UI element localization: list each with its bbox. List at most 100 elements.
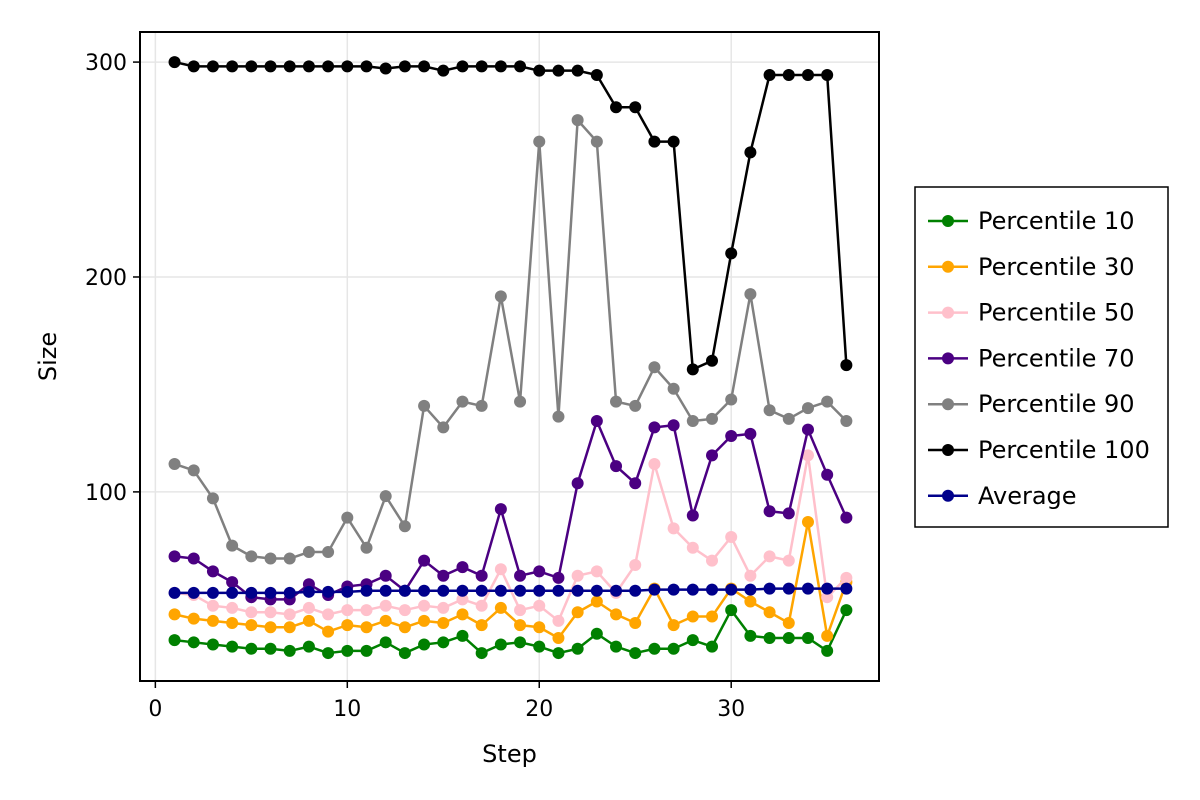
- data-point: [418, 599, 431, 612]
- data-point: [494, 584, 507, 597]
- data-point: [648, 135, 661, 148]
- data-point: [744, 146, 757, 159]
- data-point: [341, 619, 354, 632]
- data-point: [437, 64, 450, 77]
- data-point: [302, 585, 315, 598]
- data-point: [590, 565, 603, 578]
- data-point: [590, 627, 603, 640]
- data-point: [514, 60, 527, 73]
- data-point: [302, 60, 315, 73]
- data-point: [398, 520, 411, 533]
- data-point: [533, 599, 546, 612]
- data-point: [494, 638, 507, 651]
- data-point: [552, 632, 565, 645]
- data-point: [379, 490, 392, 503]
- data-point: [686, 610, 699, 623]
- data-point: [629, 101, 642, 114]
- data-point: [610, 608, 623, 621]
- data-point: [398, 621, 411, 634]
- data-point: [706, 354, 719, 367]
- data-point: [341, 644, 354, 657]
- data-point: [283, 644, 296, 657]
- data-point: [360, 604, 373, 617]
- data-point: [206, 599, 219, 612]
- data-point: [418, 399, 431, 412]
- data-point: [571, 584, 584, 597]
- legend-item: Percentile 90: [928, 390, 1135, 418]
- data-point: [494, 60, 507, 73]
- data-point: [360, 60, 373, 73]
- axis-ticks: 0 10 20 30 100 200 300: [85, 51, 745, 722]
- data-point: [379, 599, 392, 612]
- data-point: [840, 511, 853, 524]
- data-point: [494, 601, 507, 614]
- data-point: [475, 569, 488, 582]
- data-point: [725, 247, 738, 260]
- data-point: [187, 552, 200, 565]
- data-point: [744, 569, 757, 582]
- data-point: [514, 619, 527, 632]
- data-point: [302, 601, 315, 614]
- data-point: [610, 395, 623, 408]
- data-point: [667, 619, 680, 632]
- data-point: [571, 606, 584, 619]
- legend-marker: [942, 489, 954, 502]
- legend-label: Percentile 70: [978, 344, 1135, 372]
- data-point: [686, 414, 699, 427]
- data-point: [360, 584, 373, 597]
- data-point: [206, 586, 219, 599]
- legend-marker: [942, 444, 954, 456]
- data-point: [648, 421, 661, 434]
- data-point: [744, 288, 757, 301]
- data-point: [821, 644, 834, 657]
- data-point: [610, 640, 623, 653]
- data-point: [456, 629, 469, 642]
- data-point: [226, 576, 239, 589]
- data-point: [206, 638, 219, 651]
- data-point: [341, 585, 354, 598]
- data-point: [206, 614, 219, 627]
- data-point: [206, 565, 219, 578]
- data-point: [226, 616, 239, 629]
- data-point: [494, 563, 507, 576]
- data-point: [187, 612, 200, 625]
- data-point: [667, 522, 680, 535]
- legend-item: Percentile 30: [928, 253, 1135, 281]
- data-point: [706, 554, 719, 567]
- y-axis-title: Size: [34, 332, 62, 381]
- data-point: [264, 606, 277, 619]
- data-point: [302, 546, 315, 559]
- legend-marker: [942, 352, 954, 365]
- data-point: [763, 606, 776, 619]
- data-point: [264, 552, 277, 565]
- x-tick-label: 30: [717, 697, 745, 722]
- data-point: [821, 468, 834, 481]
- data-point: [629, 584, 642, 597]
- data-point: [744, 427, 757, 440]
- plot-frame: [139, 31, 880, 682]
- legend-box: [914, 186, 1169, 528]
- data-point: [533, 135, 546, 148]
- data-point: [226, 640, 239, 653]
- data-point: [437, 616, 450, 629]
- data-point: [245, 586, 258, 599]
- data-point: [475, 599, 488, 612]
- x-tick-label: 10: [333, 697, 361, 722]
- data-point: [514, 395, 527, 408]
- y-tick-label: 300: [85, 51, 127, 76]
- data-point: [744, 595, 757, 608]
- data-point: [456, 561, 469, 574]
- data-point: [283, 608, 296, 621]
- data-point: [821, 582, 834, 595]
- data-point: [322, 60, 335, 73]
- data-point: [629, 647, 642, 660]
- data-point: [322, 608, 335, 621]
- data-point: [283, 621, 296, 634]
- legend-item: Percentile 10: [928, 207, 1135, 235]
- data-point: [801, 423, 814, 436]
- data-point: [418, 60, 431, 73]
- data-point: [514, 636, 527, 649]
- data-point: [206, 60, 219, 73]
- data-point: [437, 421, 450, 434]
- data-point: [533, 640, 546, 653]
